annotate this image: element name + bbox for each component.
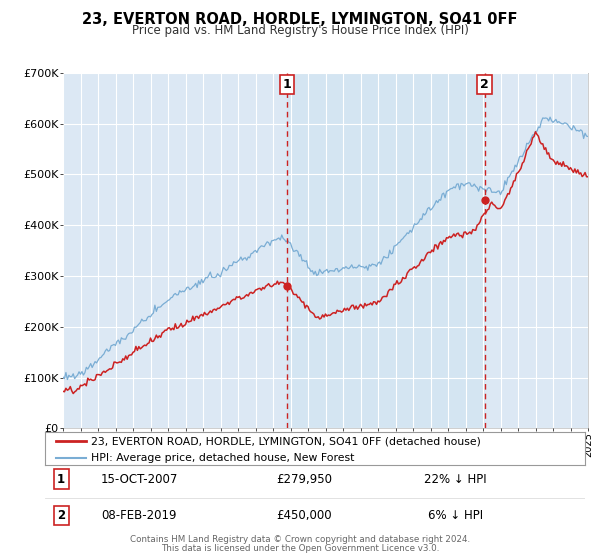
Text: Price paid vs. HM Land Registry's House Price Index (HPI): Price paid vs. HM Land Registry's House …: [131, 24, 469, 37]
Text: This data is licensed under the Open Government Licence v3.0.: This data is licensed under the Open Gov…: [161, 544, 439, 553]
Text: 2: 2: [57, 509, 65, 522]
Bar: [287, 73, 485, 428]
Text: 1: 1: [283, 78, 291, 91]
Text: £450,000: £450,000: [277, 509, 332, 522]
Text: £279,950: £279,950: [276, 473, 332, 486]
Text: 2: 2: [480, 78, 489, 91]
Text: 6% ↓ HPI: 6% ↓ HPI: [428, 509, 483, 522]
Text: 1: 1: [57, 473, 65, 486]
Text: 23, EVERTON ROAD, HORDLE, LYMINGTON, SO41 0FF (detached house): 23, EVERTON ROAD, HORDLE, LYMINGTON, SO4…: [91, 436, 481, 446]
Text: 15-OCT-2007: 15-OCT-2007: [101, 473, 178, 486]
Text: 22% ↓ HPI: 22% ↓ HPI: [424, 473, 487, 486]
Text: 08-FEB-2019: 08-FEB-2019: [102, 509, 177, 522]
Text: Contains HM Land Registry data © Crown copyright and database right 2024.: Contains HM Land Registry data © Crown c…: [130, 535, 470, 544]
Text: 23, EVERTON ROAD, HORDLE, LYMINGTON, SO41 0FF: 23, EVERTON ROAD, HORDLE, LYMINGTON, SO4…: [82, 12, 518, 27]
Text: HPI: Average price, detached house, New Forest: HPI: Average price, detached house, New …: [91, 452, 354, 463]
